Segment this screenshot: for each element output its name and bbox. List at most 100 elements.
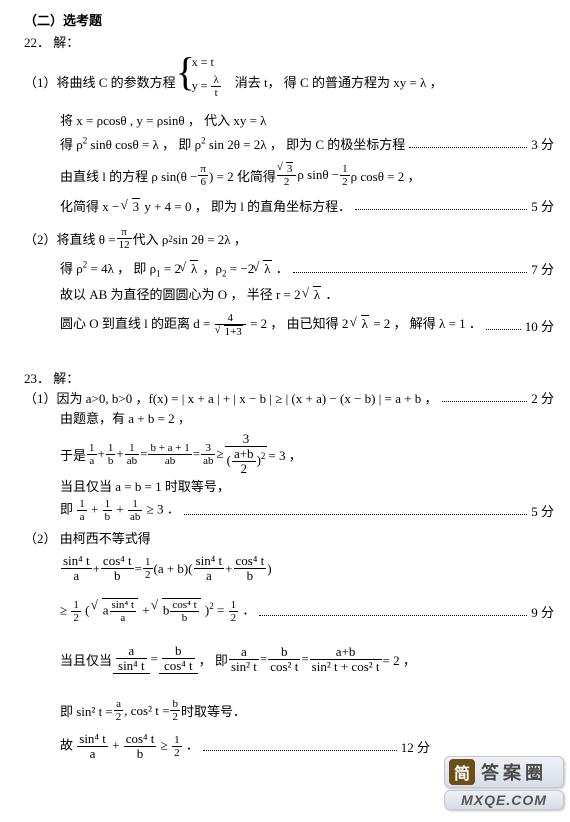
t: = −2 <box>230 261 254 276</box>
d: 12 <box>117 239 132 251</box>
n: b <box>162 644 195 659</box>
t: (a + b)( <box>154 561 193 577</box>
d: a <box>110 612 136 624</box>
t: = <box>301 651 308 667</box>
q23-p1-label: （1） <box>24 388 57 407</box>
t: 3 <box>132 198 141 215</box>
n: a+b <box>232 447 256 462</box>
fraction: bcos² t <box>268 645 300 674</box>
d: b <box>170 612 198 624</box>
q23-p2-line2: sin⁴ ta + cos⁴ tb = 12 (a + b)( sin⁴ ta … <box>60 554 272 583</box>
d: a <box>87 455 97 467</box>
text: y = <box>192 78 208 92</box>
q23-header: 23． 解： <box>24 368 79 387</box>
t: λ <box>361 315 369 332</box>
fraction: bcos⁴ t <box>159 644 198 674</box>
sqrt: asin⁴ ta <box>94 598 138 624</box>
fraction: λ t <box>211 74 220 99</box>
t: ( <box>227 452 231 467</box>
q22-p1-line1: （1） 将曲线 C 的参数方程 { x = t y = λ t 消去 t， 得 … <box>24 62 564 100</box>
t: λ <box>263 260 271 277</box>
n: π <box>117 226 132 239</box>
q22-p1-line3: 得 ρ2 sinθ cosθ = λ ， 即 ρ2 sin 2θ = 2λ ， … <box>60 134 554 153</box>
t: = <box>135 561 142 577</box>
t: ≥ 3 ． <box>147 501 180 516</box>
t: ≥ <box>216 446 223 462</box>
text: 圆心 O 到直线 l 的距离 d = 41+3 = 2 ， 由已知得 2 λ =… <box>60 312 482 338</box>
t: = <box>193 446 200 462</box>
fraction: cos⁴ tb <box>124 732 157 761</box>
t: b <box>163 602 170 617</box>
leader-dots <box>442 392 528 402</box>
n: 1 <box>340 163 350 176</box>
d: sin² t <box>229 660 259 674</box>
q22-p1-line2: 将 x = ρcosθ , y = ρsinθ ， 代入 xy = λ <box>60 110 266 129</box>
t: 当且仅当 <box>60 650 112 669</box>
score-10: 10 分 <box>525 316 554 335</box>
s: 1 <box>156 269 161 279</box>
t: + <box>116 501 123 516</box>
n: a <box>229 645 259 660</box>
n: sin⁴ t <box>61 554 92 569</box>
t: + <box>91 501 98 516</box>
watermark-title: 答案圈 <box>481 759 547 785</box>
d: 2 <box>277 176 297 188</box>
fraction: 12 <box>172 734 182 759</box>
watermark-top: 简 答案圈 <box>444 756 564 788</box>
text: 得 ρ2 = 4λ ， 即 ρ1 = 2λ ，ρ2 = −2λ ． <box>60 258 289 279</box>
t: 于是 <box>60 445 86 464</box>
t: 即 <box>60 501 73 516</box>
d: 2 <box>172 747 182 759</box>
d: ab <box>128 511 142 523</box>
param-y: y = λ t <box>192 74 222 99</box>
t: ． <box>325 287 338 302</box>
text: 化简得 x − 3 y + 4 = 0 ， 即为 l 的直角坐标方程． <box>60 196 351 215</box>
fraction: π6 <box>198 163 208 188</box>
fraction: 12 <box>143 556 153 581</box>
fraction: b + a + 1ab <box>148 442 191 467</box>
d: b <box>103 511 113 523</box>
d: cos² t <box>268 660 300 674</box>
t: ，ρ <box>203 261 223 276</box>
n: π <box>198 163 208 176</box>
s: 2 <box>261 451 266 461</box>
leader-dots <box>355 200 527 210</box>
fraction: 3 (a+b2)2 <box>225 432 268 476</box>
n: b <box>268 645 300 660</box>
d: sin² t + cos² t <box>310 660 382 674</box>
d: b <box>101 569 134 583</box>
n: b <box>170 698 180 711</box>
s: 2 <box>209 601 214 611</box>
text: 消去 t， 得 C 的普通方程为 xy = λ ， <box>235 72 443 91</box>
score-7: 7 分 <box>531 259 554 278</box>
d: 6 <box>198 176 208 188</box>
d: 2 <box>170 711 180 723</box>
t: 故以 AB 为直径的圆圆心为 O ， 半径 r = 2 <box>60 287 301 302</box>
q22-p1-line4: 由直线 l 的方程 ρ sin(θ − π6 ) = 2 化简得 32 ρ si… <box>60 162 421 188</box>
q22-p2-line1: （2） 将直线 θ = π12 代入 ρ2 sin 2θ = 2λ ， <box>24 226 247 251</box>
n: 3 <box>201 442 215 455</box>
leader-dots <box>203 741 397 751</box>
sqrt: bcos⁴ tb <box>154 598 201 624</box>
score-2: 2 分 <box>531 388 554 407</box>
fraction: 1ab <box>128 498 142 523</box>
t: ≥ <box>161 737 168 752</box>
n: b + a + 1 <box>148 442 191 455</box>
d: 2 <box>340 176 350 188</box>
parametric-system: { x = t y = λ t <box>178 62 233 100</box>
s: 2 <box>222 269 227 279</box>
score-5b: 5 分 <box>531 501 554 520</box>
score-12: 12 分 <box>401 737 430 756</box>
q23-p2-line6: 故 sin⁴ ta + cos⁴ tb ≥ 12 ． 12 分 <box>60 732 430 761</box>
d: 2 <box>229 612 239 624</box>
t: sin 2θ = 2λ ， 即为 C 的极坐标方程 <box>209 137 405 152</box>
d: b <box>124 747 157 761</box>
t: , cos² t = <box>124 703 169 719</box>
t: 将直线 θ = <box>57 229 116 248</box>
text: 将曲线 C 的参数方程 <box>57 72 176 91</box>
fraction: 1b <box>106 442 116 467</box>
n: 1 <box>87 442 97 455</box>
q22-p1-label: （1） <box>24 72 57 91</box>
d: b <box>234 569 267 583</box>
q22-number: 22． <box>24 35 50 50</box>
